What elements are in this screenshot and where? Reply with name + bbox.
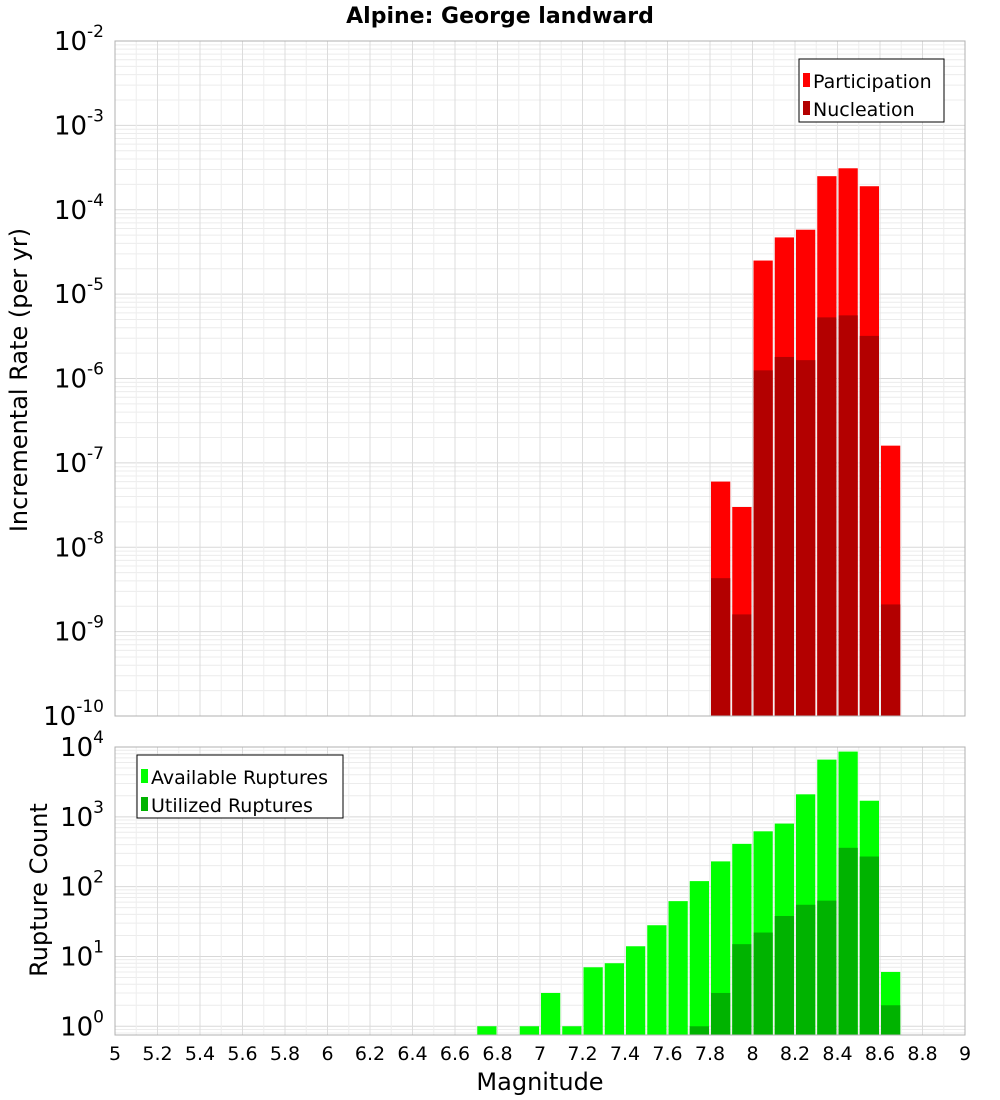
top-bar-nucleation xyxy=(711,578,731,716)
top-legend-box xyxy=(798,58,945,123)
bottom-y-tick-label: 104 xyxy=(60,728,104,763)
x-tick-label: 7.4 xyxy=(610,1043,640,1065)
top-plot-border xyxy=(114,40,966,717)
x-tick-label: 8.4 xyxy=(822,1043,852,1065)
bottom-bar-available-ruptures xyxy=(668,901,688,1035)
bottom-legend-label: Available Ruptures xyxy=(151,767,328,789)
x-tick-label: 6.8 xyxy=(482,1043,512,1065)
x-tick-label: 8.6 xyxy=(865,1043,895,1065)
bottom-legend-swatch xyxy=(141,797,148,811)
x-tick-label: 5.6 xyxy=(227,1043,257,1065)
bottom-bar-utilized-ruptures xyxy=(689,1026,709,1035)
x-tick-label: 7.6 xyxy=(652,1043,682,1065)
top-y-tick-label: 10-10 xyxy=(43,697,104,732)
bottom-y-tick-label: 102 xyxy=(60,868,104,903)
x-tick-label: 6 xyxy=(321,1043,333,1065)
top-y-tick-label: 10-8 xyxy=(54,528,104,563)
x-tick-label: 5.4 xyxy=(185,1043,215,1065)
x-tick-label: 9 xyxy=(959,1043,971,1065)
x-tick-label: 8.8 xyxy=(907,1043,937,1065)
x-tick-label: 5.2 xyxy=(142,1043,172,1065)
bottom-bar-utilized-ruptures xyxy=(711,992,731,1035)
x-tick-label: 5 xyxy=(109,1043,121,1065)
top-legend-label: Nucleation xyxy=(813,99,915,121)
bottom-bar-utilized-ruptures xyxy=(881,1005,901,1035)
top-y-axis-label: Incremental Rate (per yr) xyxy=(5,228,33,532)
top-legend-swatch xyxy=(803,101,810,115)
x-tick-label: 7 xyxy=(534,1043,546,1065)
top-legend-label: Participation xyxy=(813,71,932,93)
top-panel: 10-10 10-9 10-8 10-7 10-6 10-5 10-4 10-3 10-2 Par… xyxy=(43,22,966,732)
bottom-y-tick-label: 100 xyxy=(60,1007,104,1042)
bottom-bar-available-ruptures xyxy=(689,881,709,1035)
bottom-legend-box xyxy=(136,754,344,819)
bottom-bar-available-ruptures xyxy=(604,963,624,1035)
chart-title: Alpine: George landward xyxy=(346,4,654,29)
top-y-tick-label: 10-5 xyxy=(54,275,104,310)
top-bar-nucleation xyxy=(817,317,837,716)
x-tick-label: 8 xyxy=(746,1043,758,1065)
top-y-tick-label: 10-6 xyxy=(54,360,104,395)
bottom-bar-utilized-ruptures xyxy=(859,856,879,1035)
top-y-tick-label: 10-4 xyxy=(54,191,104,226)
top-bar-nucleation xyxy=(881,604,901,716)
bottom-bar-utilized-ruptures xyxy=(838,847,858,1035)
bottom-legend-label: Utilized Ruptures xyxy=(151,795,313,817)
top-bar-nucleation xyxy=(732,614,752,716)
top-bar-nucleation xyxy=(859,335,879,716)
x-tick-label: 7.8 xyxy=(695,1043,725,1065)
x-tick-label: 6.6 xyxy=(440,1043,470,1065)
x-axis-label: Magnitude xyxy=(476,1068,603,1096)
bottom-bar-available-ruptures xyxy=(626,946,646,1035)
x-tick-label: 7.2 xyxy=(567,1043,597,1065)
top-legend: Participation Nucleation xyxy=(798,58,945,123)
top-bar-nucleation xyxy=(753,370,773,716)
bottom-legend: Available Ruptures Utilized Ruptures xyxy=(136,754,344,819)
x-tick-label: 6.2 xyxy=(355,1043,385,1065)
bottom-bar-utilized-ruptures xyxy=(753,932,773,1035)
bottom-y-tick-label: 103 xyxy=(60,798,104,833)
bottom-bar-available-ruptures xyxy=(711,861,731,1035)
top-bar-nucleation xyxy=(796,360,816,716)
top-y-tick-label: 10-7 xyxy=(54,444,104,479)
bottom-y-tick-label: 101 xyxy=(60,937,104,972)
bottom-plot-border xyxy=(114,746,966,1036)
bottom-bar-utilized-ruptures xyxy=(796,904,816,1035)
bottom-bar-available-ruptures xyxy=(583,967,603,1035)
bottom-bar-utilized-ruptures xyxy=(732,944,752,1035)
bottom-bar-available-ruptures xyxy=(647,925,667,1035)
bottom-bar-available-ruptures xyxy=(477,1026,497,1035)
bottom-panel: 100 101 102 103 104 Available Ruptures Utilize… xyxy=(60,728,971,1065)
top-y-tick-label: 10-2 xyxy=(54,22,104,57)
bottom-bar-utilized-ruptures xyxy=(774,915,794,1035)
bottom-bar-utilized-ruptures xyxy=(817,900,837,1035)
x-tick-label: 8.2 xyxy=(780,1043,810,1065)
top-bar-nucleation xyxy=(774,356,794,716)
top-bar-nucleation xyxy=(838,315,858,716)
bottom-bar-available-ruptures xyxy=(541,992,561,1035)
bottom-legend-swatch xyxy=(141,769,148,783)
bottom-bar-available-ruptures xyxy=(519,1026,539,1035)
bottom-bar-available-ruptures xyxy=(562,1026,582,1035)
top-y-tick-label: 10-3 xyxy=(54,106,104,141)
bottom-y-axis-label: Rupture Count xyxy=(25,803,53,977)
top-legend-swatch xyxy=(803,73,810,87)
x-tick-label: 5.8 xyxy=(270,1043,300,1065)
top-y-tick-label: 10-9 xyxy=(54,613,104,648)
x-tick-label: 6.4 xyxy=(397,1043,427,1065)
